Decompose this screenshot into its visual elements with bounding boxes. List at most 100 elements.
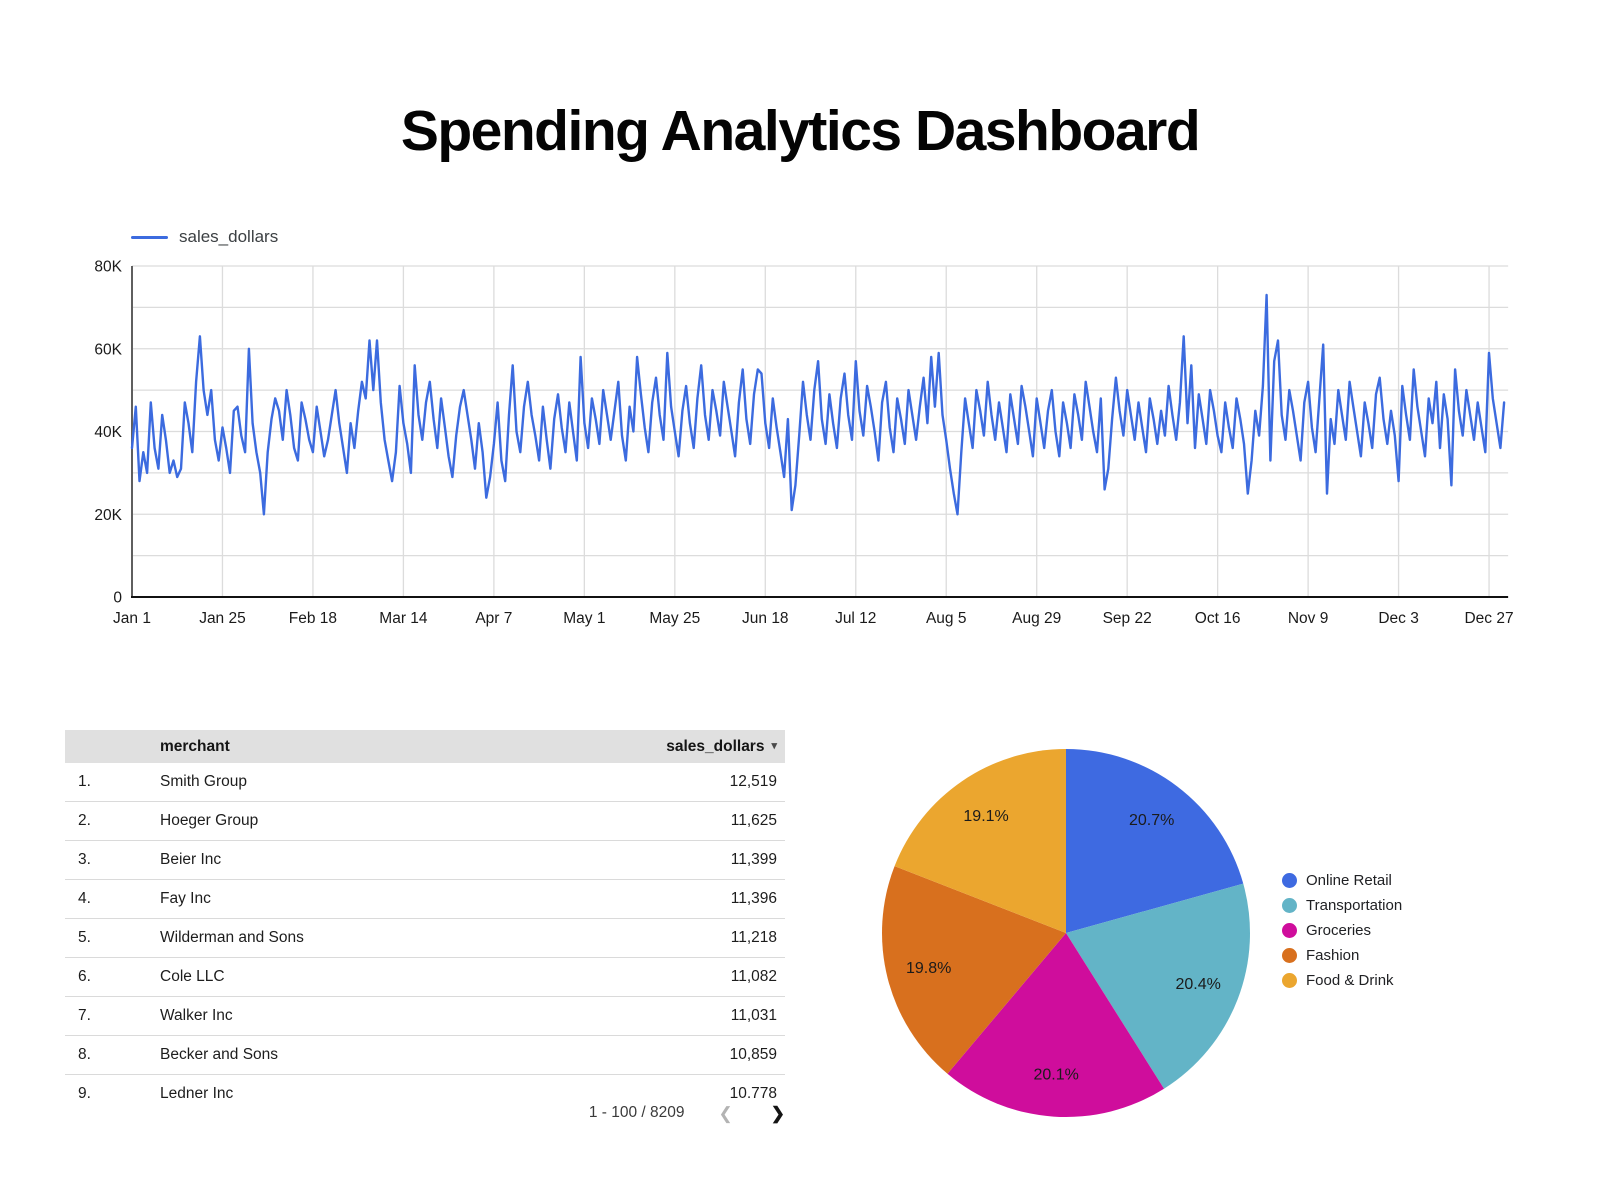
svg-text:Aug 5: Aug 5 [926,610,967,627]
cell-merchant: Ledner Inc [160,1085,234,1098]
merchant-table: merchant sales_dollars ▾ 1. Smith Group 12… [65,730,785,1098]
svg-text:Apr 7: Apr 7 [475,610,512,627]
pie-legend-label: Food & Drink [1306,971,1394,989]
cell-merchant: Fay Inc [160,890,211,907]
legend-dot-icon [1282,897,1297,913]
cell-merchant: Hoeger Group [160,812,259,829]
svg-text:0: 0 [113,590,122,607]
svg-text:Feb 18: Feb 18 [289,610,337,627]
svg-text:May 25: May 25 [649,610,700,627]
cell-merchant: Wilderman and Sons [160,929,304,946]
svg-text:Jul 12: Jul 12 [835,610,876,627]
table-row[interactable]: 9. Ledner Inc 10,778 [65,1075,785,1098]
cell-sales: 12,519 [729,773,777,790]
table-row[interactable]: 6. Cole LLC 11,082 [65,958,785,997]
svg-text:60K: 60K [94,341,122,358]
svg-text:Dec 27: Dec 27 [1464,610,1513,627]
axes [131,266,1509,598]
table-row[interactable]: 1. Smith Group 12,519 [65,763,785,802]
cell-rank: 4. [78,890,91,907]
cell-sales: 10,859 [729,1046,777,1063]
cell-rank: 3. [78,851,91,868]
cell-rank: 8. [78,1046,91,1063]
pie-legend-item: Transportation [1282,896,1403,914]
pie-legend-label: Online Retail [1306,871,1392,889]
svg-text:19.8%: 19.8% [906,960,951,977]
legend-dot-icon [1282,947,1297,963]
pie-legend-label: Groceries [1306,921,1372,939]
svg-text:19.1%: 19.1% [963,808,1008,825]
page-title: Spending Analytics Dashboard [400,99,1201,164]
svg-text:20.4%: 20.4% [1176,976,1221,993]
pie-slice-groceries[interactable] [947,933,1165,1118]
cell-merchant: Beier Inc [160,851,222,868]
table-row[interactable]: 8. Becker and Sons 10,859 [65,1036,785,1075]
category-pie-chart[interactable]: 20.7% 20.4% 20.1% 19.8% 19.1% [856,723,1286,1153]
table-row[interactable]: 3. Beier Inc 11,399 [65,841,785,880]
sales-time-series-chart[interactable]: 0 20K 40K 60K 80K Jan 1 Jan 25 Feb 18 Mar 14 Apr … [0,200,1600,650]
svg-text:Dec 3: Dec 3 [1378,610,1419,627]
sort-desc-icon[interactable]: ▾ [771,740,777,752]
table-row[interactable]: 2. Hoeger Group 11,625 [65,802,785,841]
pie-legend-item: Online Retail [1282,871,1402,889]
svg-text:Sep 22: Sep 22 [1103,610,1152,627]
cell-sales: 11,082 [730,968,777,985]
sales-dollars-line[interactable] [130,293,1506,516]
cell-rank: 9. [78,1085,91,1098]
svg-text:20.7%: 20.7% [1129,812,1174,829]
legend-dot-icon [1282,872,1297,888]
line-chart-legend: sales_dollars [131,227,278,247]
svg-text:Jan 1: Jan 1 [113,610,151,627]
series-legend-label: sales_dollars [179,227,279,246]
cell-sales: 11,625 [730,812,777,829]
pie-legend-item: Food & Drink [1282,971,1402,989]
svg-text:80K: 80K [94,259,122,276]
svg-text:May 1: May 1 [563,610,605,627]
x-axis-tick-labels: Jan 1 Jan 25 Feb 18 Mar 14 Apr 7 May 1 May 25 J… [113,610,1514,627]
pie-slice-fashion[interactable] [882,866,1066,1074]
table-pagination: 1 - 100 / 8209 ❮ ❯ [515,1099,785,1127]
merchant-column-header: merchant [160,737,230,755]
y-axis-tick-labels: 0 20K 40K 60K 80K [94,259,122,607]
svg-text:Jan 25: Jan 25 [199,610,246,627]
cell-sales: 11,031 [730,1007,777,1024]
svg-text:Nov 9: Nov 9 [1288,610,1329,627]
cell-rank: 5. [78,929,91,946]
series-line-swatch-icon [131,235,168,239]
cell-merchant: Becker and Sons [160,1046,279,1063]
cell-sales: 11,218 [730,929,777,946]
svg-text:20.1%: 20.1% [1034,1066,1079,1083]
table-row[interactable]: 5. Wilderman and Sons 11,218 [65,919,785,958]
sales-column-header[interactable]: sales_dollars ▾ [605,738,785,756]
pie-legend-label: Transportation [1306,896,1403,914]
svg-text:Aug 29: Aug 29 [1012,610,1061,627]
legend-dot-icon [1282,972,1297,988]
pie-slice-online-retail[interactable] [1066,749,1244,933]
pie-legend-item: Fashion [1282,946,1402,964]
cell-sales: 11,396 [730,890,777,907]
table-header-row: merchant sales_dollars ▾ [65,730,785,763]
svg-text:Mar 14: Mar 14 [379,610,428,627]
pie-slice-transportation[interactable] [1066,883,1250,1089]
chevron-right-icon[interactable]: ❯ [770,1103,785,1123]
table-body: 1. Smith Group 12,519 2. Hoeger Group 11,625 3… [65,763,785,1098]
table-row[interactable]: 4. Fay Inc 11,396 [65,880,785,919]
pie-legend-item: Groceries [1282,921,1402,939]
pie-legend-label: Fashion [1306,946,1360,964]
cell-rank: 7. [78,1007,91,1024]
svg-text:40K: 40K [94,424,122,441]
chevron-left-icon[interactable]: ❮ [718,1103,733,1123]
pie-legend: Online Retail Transportation Groceries Fash… [1282,871,1403,989]
cell-merchant: Smith Group [160,773,248,790]
svg-text:Jun 18: Jun 18 [742,610,789,627]
sales-column-header-label: sales_dollars [666,737,765,755]
pagination-range-label: 1 - 100 / 8209 [588,1104,685,1121]
cell-rank: 6. [78,968,91,985]
pie-slice-food-drink[interactable] [894,749,1066,933]
cell-merchant: Walker Inc [160,1007,233,1024]
table-row[interactable]: 7. Walker Inc 11,031 [65,997,785,1036]
cell-sales: 11,399 [730,851,777,868]
pie-slices [882,749,1250,1118]
legend-dot-icon [1282,922,1297,938]
svg-text:Oct 16: Oct 16 [1195,610,1241,627]
